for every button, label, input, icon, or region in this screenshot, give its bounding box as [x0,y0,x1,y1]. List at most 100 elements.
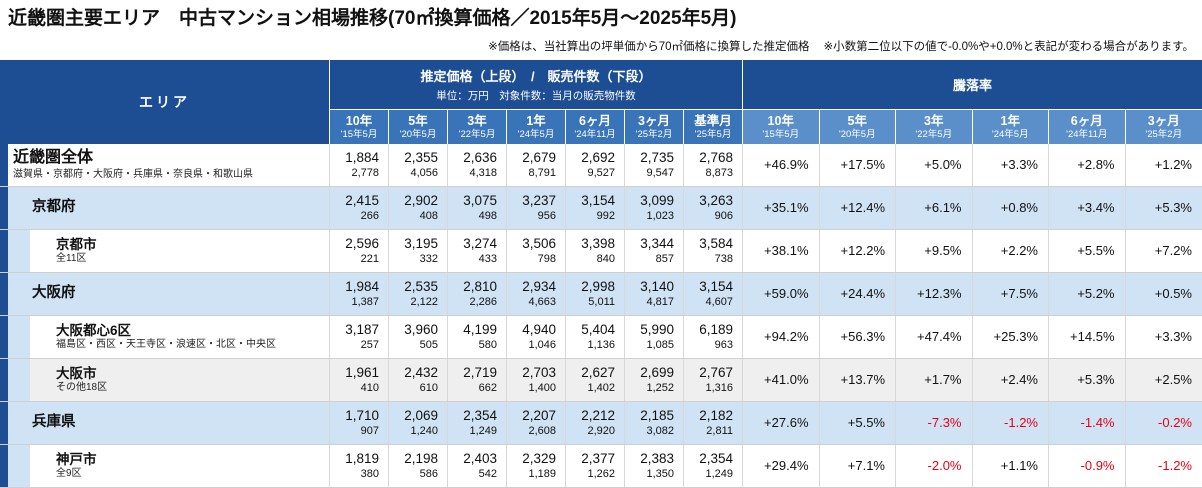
count-value: 580 [478,339,497,352]
indent-guide [8,315,30,358]
area-subtitle: 福島区・西区・天王寺区・浪速区・北区・中央区 [56,339,276,351]
rate-cell: +6.1% [896,186,973,229]
column-header-rate-3ヶ月: 3ヶ月 '25年2月 [1125,109,1202,144]
price-count-cell: 2,535 2,122 [389,272,448,315]
rate-cell: -0.2% [1125,401,1202,444]
rate-value: +7.5% [1000,286,1038,302]
table-row: 大阪都心6区 福島区・西区・天王寺区・浪速区・北区・中央区 3,187 257 3,96… [0,315,1202,359]
price-count-cell: 5,404 1,136 [566,315,625,358]
rate-value: +9.5% [924,243,962,259]
count-value: 1,387 [351,296,379,309]
price-count-cell: 6,189 963 [684,315,743,358]
count-value: 433 [478,253,497,266]
rate-cell: +47.4% [896,315,973,358]
rate-cell: +27.6% [743,401,820,444]
area-name-wrap: 大阪市 その他18区 [30,359,107,401]
period-label: 3ヶ月 [1147,113,1180,128]
rate-cell: +7.5% [972,272,1049,315]
price-count-cell: 3,263 906 [684,186,743,229]
table-body: 近畿圏全体 滋賀県・京都府・大阪府・兵庫県・奈良県・和歌山県 1,884 2,778 2… [0,143,1202,488]
count-value: 662 [478,382,497,395]
rate-cell: +12.4% [819,186,896,229]
area-subtitle: その他18区 [56,382,108,394]
rate-cell: +5.5% [1049,229,1126,272]
count-value: 906 [714,210,733,223]
price-value: 1,819 [345,451,379,467]
count-value: 2,286 [469,296,497,309]
count-value: 1,240 [410,425,438,438]
price-value: 3,344 [640,236,674,252]
count-value: 992 [596,210,615,223]
rate-cell: +2.5% [1125,358,1202,401]
rate-cell: +3.4% [1049,186,1126,229]
rate-value: +12.4% [840,200,885,216]
price-count-cell: 3,154 992 [566,186,625,229]
area-cell: 大阪市 その他18区 [0,358,330,401]
count-value: 956 [537,210,556,223]
count-value: 9,547 [646,167,674,180]
price-value: 2,377 [581,451,615,467]
price-count-cell: 2,212 2,920 [566,401,625,444]
count-value: 332 [419,253,438,266]
price-value: 4,940 [522,322,556,338]
price-value: 1,961 [345,365,379,381]
price-value: 2,810 [463,279,497,295]
count-value: 505 [419,339,438,352]
count-value: 4,056 [410,167,438,180]
price-value: 3,099 [640,193,674,209]
price-value: 1,984 [345,279,379,295]
rate-value: -1.2% [1004,415,1038,431]
area-cell: 神戸市 全9区 [0,444,330,487]
rate-cell: -7.3% [896,401,973,444]
price-value: 2,212 [581,408,615,424]
indent-guide [8,229,30,272]
area-name: 神戸市 [56,451,97,467]
count-value: 1,249 [469,425,497,438]
rate-cell: +5.0% [896,143,973,186]
area-name-wrap: 兵庫県 [8,402,76,444]
rate-value: +3.4% [1077,200,1115,216]
date-label: '22年5月 [458,128,496,140]
date-label: '25年5月 [694,128,732,140]
price-value: 1,884 [345,150,379,166]
rate-cell: +24.4% [819,272,896,315]
price-value: 2,627 [581,365,615,381]
price-value: 2,415 [345,193,379,209]
area-name-wrap: 京都市 全11区 [30,230,97,272]
rate-value: -2.0% [927,458,962,474]
note-price-basis: ※価格は、当社算出の坪単価から70㎡価格に換算した推定価格 [488,40,810,53]
period-label: 1年 [1000,113,1020,128]
price-value: 3,398 [581,236,615,252]
price-value: 2,185 [640,408,674,424]
period-label: 5年 [408,113,428,128]
rate-value: +47.4% [917,329,962,345]
rate-cell: +1.7% [896,358,973,401]
price-value: 5,404 [581,322,615,338]
price-value: 2,902 [404,193,438,209]
price-value: 2,699 [640,365,674,381]
price-count-cell: 2,902 408 [389,186,448,229]
rate-cell: -0.9% [1049,444,1126,487]
area-subtitle: 全9区 [56,468,82,480]
rate-cell: +59.0% [743,272,820,315]
rate-value: +2.2% [1000,243,1038,259]
date-label: '20年5月 [399,128,437,140]
rate-value: -0.2% [1158,415,1192,431]
rate-value: +38.1% [764,243,809,259]
rate-cell: +12.2% [819,229,896,272]
indent-guide [8,358,30,401]
price-value: 2,354 [463,408,497,424]
rate-cell: +56.3% [819,315,896,358]
column-header-rate-3年: 3年 '22年5月 [896,109,973,144]
price-count-cell: 3,584 738 [684,229,743,272]
count-value: 4,663 [528,296,556,309]
rate-value: +14.5% [1070,329,1115,345]
price-value: 2,719 [463,365,497,381]
price-count-cell: 2,383 1,350 [625,444,684,487]
date-label: '24年11月 [574,128,616,140]
rate-value: +13.7% [840,372,885,388]
price-count-cell: 2,767 1,316 [684,358,743,401]
price-count-cell: 3,195 332 [389,229,448,272]
price-group-header: 推定価格（上段） / 販売件数（下段） 単位：万円 対象件数：当月の販売物件数 [330,59,743,110]
rate-value: +27.6% [764,415,809,431]
